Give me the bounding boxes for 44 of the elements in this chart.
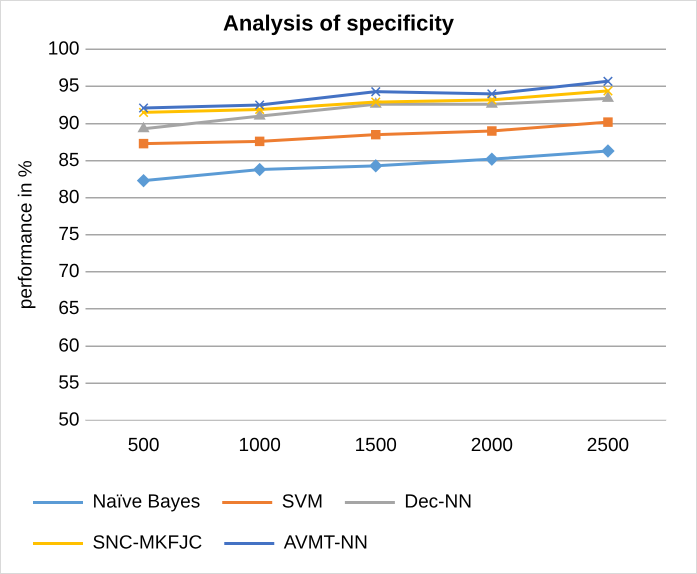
y-tick-label: 70: [58, 261, 80, 282]
point: [601, 144, 614, 158]
y-tick-label: 90: [58, 112, 80, 134]
point: [603, 117, 613, 127]
chart-title: Analysis of specificity: [222, 10, 455, 36]
point: [602, 92, 614, 102]
y-tick-label: 80: [58, 186, 80, 208]
y-tick-label: 55: [58, 372, 80, 394]
x-tick-label: 500: [128, 434, 160, 456]
point: [371, 130, 380, 140]
point: [370, 86, 381, 97]
point: [138, 138, 148, 148]
legend-label: AVMT-NN: [284, 532, 368, 554]
legend-label: Dec-NN: [404, 492, 472, 513]
point: [138, 102, 149, 113]
y-axis-title: performance in %: [16, 160, 37, 310]
point: [138, 122, 150, 132]
point: [369, 159, 382, 172]
y-tick-label: 75: [58, 224, 80, 246]
point: [602, 86, 613, 96]
point: [137, 174, 150, 188]
point: [254, 136, 264, 146]
legend-label: Naïve Bayes: [92, 492, 200, 513]
y-tick-label: 50: [58, 409, 80, 430]
legend-label: SVM: [282, 492, 323, 513]
point: [485, 152, 498, 166]
point: [254, 100, 265, 110]
point: [486, 94, 497, 105]
x-tick-label: 2500: [586, 434, 630, 456]
point: [254, 110, 266, 120]
y-tick-label: 95: [58, 76, 80, 97]
y-tick-label: 100: [48, 38, 80, 60]
legend-label: SNC-MKFJC: [92, 532, 202, 554]
point: [487, 126, 497, 136]
y-tick-label: 60: [58, 335, 80, 356]
point: [486, 88, 497, 99]
x-tick-label: 1500: [354, 434, 397, 456]
point: [602, 76, 613, 86]
x-tick-label: 1000: [238, 434, 281, 456]
point: [138, 107, 149, 118]
y-tick-label: 65: [58, 298, 80, 320]
y-tick-label: 85: [58, 150, 80, 171]
x-tick-label: 2000: [470, 434, 513, 456]
point: [253, 163, 266, 176]
